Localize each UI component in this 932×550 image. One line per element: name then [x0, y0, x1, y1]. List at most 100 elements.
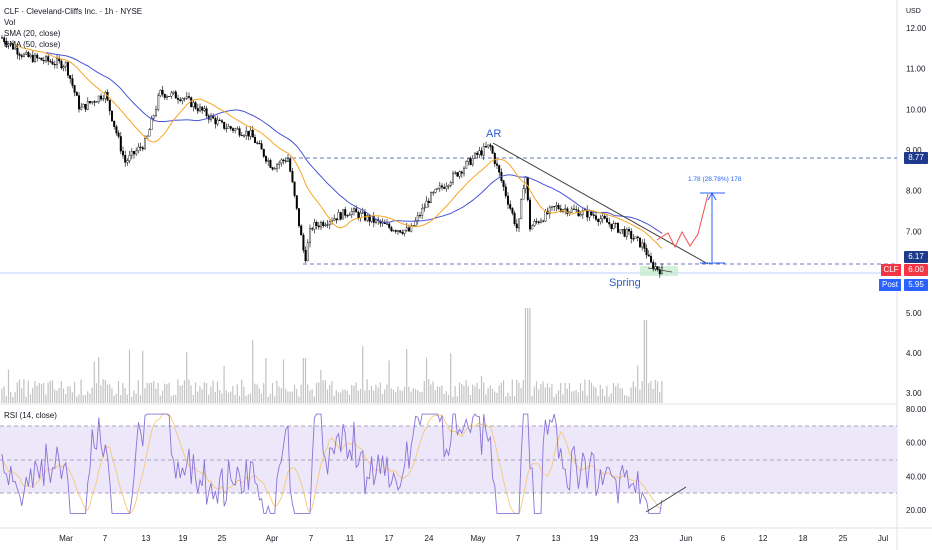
- candle-body: [441, 185, 444, 188]
- ar-label: AR: [486, 128, 501, 140]
- volume-bar: [634, 386, 637, 403]
- price-tick-4: 8.00: [906, 187, 922, 196]
- volume-bar: [51, 380, 54, 403]
- candle-body: [595, 215, 598, 220]
- volume-legend[interactable]: Vol: [4, 18, 16, 27]
- symbol-title[interactable]: CLF · Cleveland-Cliffs Inc. · 1h · NYSE: [4, 7, 143, 16]
- volume-bar: [606, 385, 608, 403]
- candle-body: [88, 101, 91, 104]
- candle-body: [205, 108, 208, 117]
- volume-bar: [282, 359, 285, 403]
- candle-body: [174, 91, 177, 99]
- candle-body: [434, 189, 437, 193]
- volume-bar: [172, 394, 175, 403]
- candle-body: [27, 52, 30, 57]
- candle-body: [414, 220, 417, 226]
- volume-bar: [3, 386, 5, 403]
- time-tick-15: Jun: [680, 534, 693, 543]
- volume-bar: [29, 394, 32, 403]
- candlesticks: [1, 35, 664, 278]
- volume-bar: [588, 379, 590, 403]
- volume-bar: [139, 395, 142, 403]
- candle-body: [176, 98, 179, 100]
- candle-body: [231, 128, 234, 131]
- volume-bar: [78, 394, 80, 403]
- candle-body: [445, 185, 448, 189]
- time-axis: Mar 7 13 19 25 Apr 7 11 17 24 May 7 13 19 23 Jun 6 12 18 25…: [59, 534, 888, 543]
- volume-bar: [245, 395, 247, 403]
- candle-body: [251, 129, 254, 138]
- time-tick-1: 7: [103, 534, 108, 543]
- volume-bar: [322, 380, 324, 403]
- candle-body: [247, 130, 250, 137]
- rsi-legend[interactable]: RSI (14, close): [4, 411, 57, 420]
- rsi-tick-2: 40.00: [906, 472, 927, 481]
- resistance-price-box: 8.77: [904, 152, 928, 164]
- volume-bar: [608, 396, 610, 403]
- volume-bar: [84, 394, 87, 403]
- volume-bar: [135, 393, 137, 403]
- volume-bar: [390, 388, 392, 403]
- price-tick-0: 12.00: [906, 24, 927, 33]
- candle-body: [49, 60, 52, 63]
- volume-bar: [379, 382, 381, 403]
- volume-bar: [49, 380, 51, 403]
- candle-body: [11, 43, 14, 50]
- candle-body: [628, 229, 631, 232]
- volume-bar: [423, 381, 425, 403]
- volume-bar: [234, 394, 236, 403]
- volume-bar: [531, 395, 533, 403]
- volume-bar: [362, 346, 364, 403]
- volume-bar: [337, 392, 340, 403]
- candle-body: [110, 110, 113, 122]
- volume-bars: [1, 308, 663, 403]
- candle-body: [476, 152, 479, 155]
- time-tick-6: 7: [309, 534, 314, 543]
- volume-bar: [579, 383, 582, 403]
- volume-bar: [577, 392, 579, 403]
- candle-body: [97, 95, 100, 102]
- candle-body: [245, 130, 248, 136]
- candle-body: [194, 102, 197, 109]
- candle-body: [223, 121, 226, 129]
- candle-body: [119, 136, 122, 152]
- volume-bar: [122, 383, 124, 403]
- volume-bar: [54, 389, 56, 403]
- candle-body: [460, 171, 463, 174]
- volume-bar: [265, 357, 267, 403]
- candle-body: [25, 52, 28, 55]
- volume-bar: [573, 390, 575, 403]
- volume-bar: [142, 350, 144, 403]
- candle-body: [16, 47, 19, 55]
- candle-body: [324, 224, 327, 227]
- volume-bar: [584, 379, 586, 403]
- volume-bar: [260, 393, 263, 403]
- volume-bar: [188, 379, 190, 403]
- candle-body: [240, 134, 243, 136]
- ema-legend[interactable]: EMA (50, close): [4, 40, 61, 49]
- time-tick-13: 19: [590, 534, 599, 543]
- volume-tick-2: 3.00: [906, 389, 922, 398]
- candle-body: [34, 54, 37, 62]
- time-tick-2: 13: [142, 534, 151, 543]
- volume-bar: [533, 386, 535, 403]
- volume-bar: [397, 386, 399, 403]
- candle-body: [597, 219, 600, 222]
- candle-body: [614, 223, 617, 225]
- time-tick-17: 12: [759, 534, 768, 543]
- candle-body: [165, 96, 168, 98]
- volume-bar: [177, 379, 179, 403]
- candle-body: [537, 221, 540, 223]
- volume-bar: [612, 382, 615, 403]
- candle-body: [236, 128, 239, 130]
- volume-bar: [524, 308, 527, 403]
- candle-body: [143, 138, 146, 150]
- sma-legend[interactable]: SMA (20, close): [4, 29, 61, 38]
- candle-body: [390, 227, 393, 232]
- candle-body: [278, 162, 281, 165]
- volume-bar: [58, 387, 60, 403]
- volume-bar: [436, 386, 439, 403]
- candle-body: [203, 108, 206, 111]
- candle-body: [520, 199, 523, 219]
